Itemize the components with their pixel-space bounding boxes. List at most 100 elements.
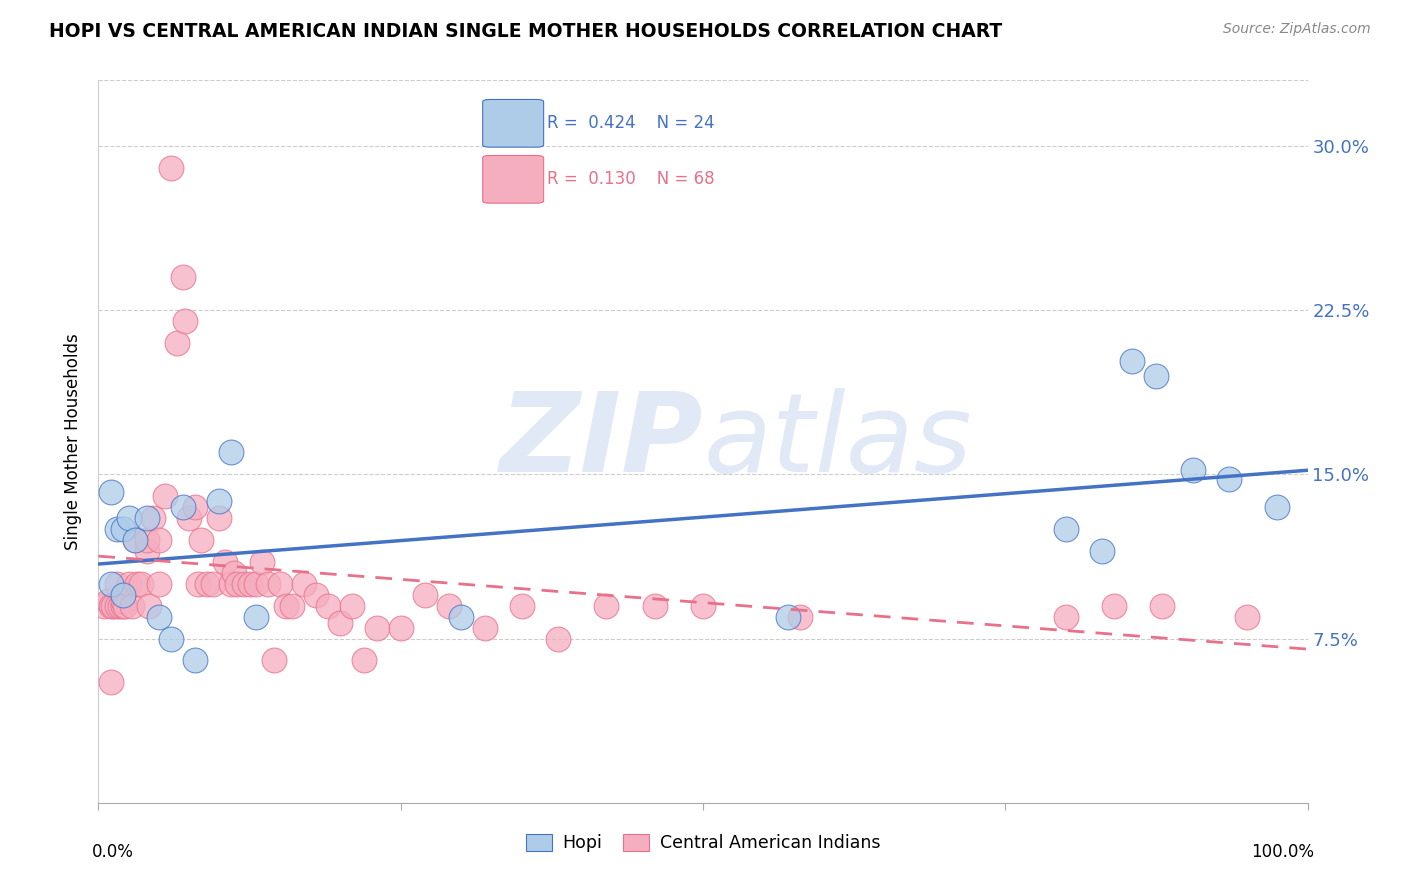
- Point: [187, 577, 209, 591]
- Point: [342, 599, 364, 613]
- Y-axis label: Single Mother Households: Single Mother Households: [65, 334, 83, 549]
- Point: [250, 555, 273, 569]
- Point: [413, 588, 436, 602]
- Point: [316, 599, 339, 613]
- Point: [105, 599, 128, 613]
- Point: [226, 577, 249, 591]
- Point: [195, 577, 218, 591]
- Point: [1102, 599, 1125, 613]
- Point: [124, 533, 146, 547]
- Point: [93, 599, 115, 613]
- Point: [97, 594, 120, 608]
- Point: [172, 500, 194, 515]
- Point: [1121, 353, 1143, 368]
- Point: [174, 314, 197, 328]
- Point: [111, 599, 134, 613]
- Point: [135, 533, 157, 547]
- Point: [1091, 544, 1114, 558]
- Text: Source: ZipAtlas.com: Source: ZipAtlas.com: [1223, 22, 1371, 37]
- Point: [214, 555, 236, 569]
- Point: [353, 653, 375, 667]
- Point: [124, 533, 146, 547]
- Text: atlas: atlas: [703, 388, 972, 495]
- Point: [389, 621, 412, 635]
- Point: [1054, 522, 1077, 536]
- Text: 0.0%: 0.0%: [93, 843, 134, 861]
- Point: [142, 511, 165, 525]
- Legend: Hopi, Central American Indians: Hopi, Central American Indians: [519, 827, 887, 859]
- Point: [1152, 599, 1174, 613]
- Point: [692, 599, 714, 613]
- Point: [547, 632, 569, 646]
- Point: [148, 533, 170, 547]
- Text: 100.0%: 100.0%: [1250, 843, 1313, 861]
- Point: [148, 577, 170, 591]
- Point: [160, 632, 183, 646]
- Point: [111, 588, 134, 602]
- Point: [644, 599, 666, 613]
- Text: HOPI VS CENTRAL AMERICAN INDIAN SINGLE MOTHER HOUSEHOLDS CORRELATION CHART: HOPI VS CENTRAL AMERICAN INDIAN SINGLE M…: [49, 22, 1002, 41]
- Point: [221, 445, 243, 459]
- Point: [202, 577, 225, 591]
- Point: [135, 544, 157, 558]
- Point: [100, 577, 122, 591]
- Point: [135, 511, 157, 525]
- Point: [450, 609, 472, 624]
- Point: [256, 577, 278, 591]
- Point: [281, 599, 304, 613]
- Point: [245, 577, 267, 591]
- Point: [208, 511, 231, 525]
- Point: [329, 616, 352, 631]
- Point: [305, 588, 328, 602]
- Point: [114, 599, 136, 613]
- Point: [118, 511, 141, 525]
- Point: [105, 522, 128, 536]
- Point: [190, 533, 212, 547]
- Point: [474, 621, 496, 635]
- Point: [292, 577, 315, 591]
- Point: [172, 270, 194, 285]
- Point: [100, 599, 122, 613]
- Point: [111, 522, 134, 536]
- Point: [179, 511, 201, 525]
- Point: [245, 609, 267, 624]
- Point: [105, 577, 128, 591]
- Point: [274, 599, 297, 613]
- Point: [153, 489, 176, 503]
- Point: [121, 599, 143, 613]
- Point: [1146, 368, 1168, 383]
- Point: [111, 594, 134, 608]
- Point: [263, 653, 285, 667]
- Point: [789, 609, 811, 624]
- Point: [510, 599, 533, 613]
- Point: [148, 609, 170, 624]
- Point: [1267, 500, 1289, 515]
- Point: [127, 577, 149, 591]
- Point: [1181, 463, 1204, 477]
- Point: [129, 577, 152, 591]
- Point: [208, 493, 231, 508]
- Point: [269, 577, 291, 591]
- Point: [166, 336, 188, 351]
- Point: [118, 577, 141, 591]
- Point: [108, 599, 131, 613]
- Point: [184, 653, 207, 667]
- Point: [776, 609, 799, 624]
- Point: [595, 599, 617, 613]
- Point: [101, 599, 124, 613]
- Point: [232, 577, 254, 591]
- Point: [138, 599, 160, 613]
- Point: [100, 484, 122, 499]
- Point: [1218, 472, 1240, 486]
- Text: ZIP: ZIP: [499, 388, 703, 495]
- Point: [100, 675, 122, 690]
- Point: [1054, 609, 1077, 624]
- Point: [222, 566, 245, 580]
- Point: [1236, 609, 1258, 624]
- Point: [239, 577, 262, 591]
- Point: [366, 621, 388, 635]
- Point: [184, 500, 207, 515]
- Point: [160, 161, 183, 175]
- Point: [221, 577, 243, 591]
- Point: [437, 599, 460, 613]
